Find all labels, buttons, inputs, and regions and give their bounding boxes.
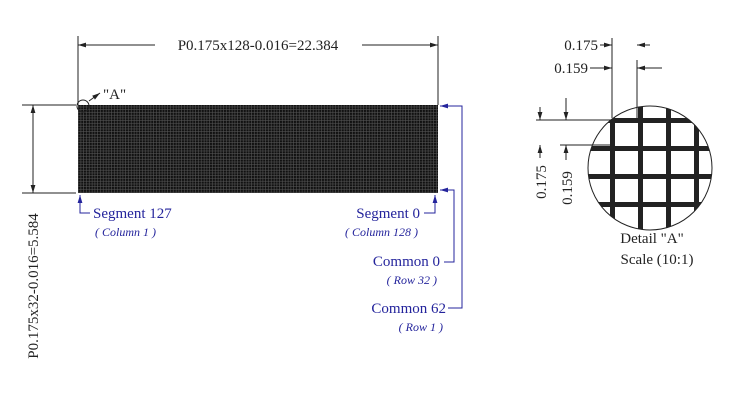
dot — [587, 235, 610, 258]
dot — [671, 123, 694, 146]
dot — [671, 106, 694, 118]
dot — [643, 123, 666, 146]
dot — [643, 179, 666, 202]
dot — [643, 151, 666, 174]
detail-scale: Scale (10:1) — [621, 252, 694, 268]
dot — [699, 106, 712, 118]
width-dimension: P0.175x128-0.016=22.384 — [178, 38, 339, 54]
dot — [588, 179, 610, 202]
dot — [643, 207, 666, 230]
dot — [588, 123, 610, 146]
dot — [643, 106, 666, 118]
pitch-x: 0.175 — [564, 38, 598, 54]
detail-outline — [587, 105, 713, 231]
detail-circle — [76, 99, 90, 113]
label-sub: ( Row 1 ) — [399, 320, 443, 334]
dot — [615, 179, 638, 202]
label-sub: ( Column 128 ) — [345, 225, 418, 239]
label-sub: ( Column 1 ) — [95, 225, 156, 239]
dot — [727, 151, 731, 174]
label-name: Segment 127 — [93, 206, 172, 222]
label-name: Common 62 — [371, 301, 446, 317]
dot — [615, 151, 638, 174]
height-dimension: P0.175x32-0.016=5.584 — [26, 213, 42, 359]
dot-x: 0.159 — [554, 61, 588, 77]
dot — [699, 207, 712, 230]
detail-title: Detail "A" — [620, 231, 683, 247]
detail-marker: "A" — [103, 87, 126, 103]
dot — [727, 235, 731, 258]
label-name: Common 0 — [373, 254, 440, 270]
dot — [671, 151, 694, 174]
dot — [588, 106, 610, 118]
dot — [671, 207, 694, 230]
label-name: Segment 0 — [356, 206, 420, 222]
dot — [615, 123, 638, 146]
dot — [727, 95, 731, 118]
dot — [588, 151, 610, 174]
dot — [727, 123, 731, 146]
dot-matrix — [78, 105, 438, 193]
dot — [699, 235, 722, 258]
dot — [588, 207, 610, 230]
dot — [615, 207, 638, 230]
pitch-y: 0.175 — [534, 165, 550, 199]
dot — [699, 151, 712, 174]
dot-y: 0.159 — [560, 171, 576, 205]
dot — [727, 179, 731, 202]
label-sub: ( Row 32 ) — [387, 273, 437, 287]
dot — [727, 207, 731, 230]
dot — [671, 179, 694, 202]
